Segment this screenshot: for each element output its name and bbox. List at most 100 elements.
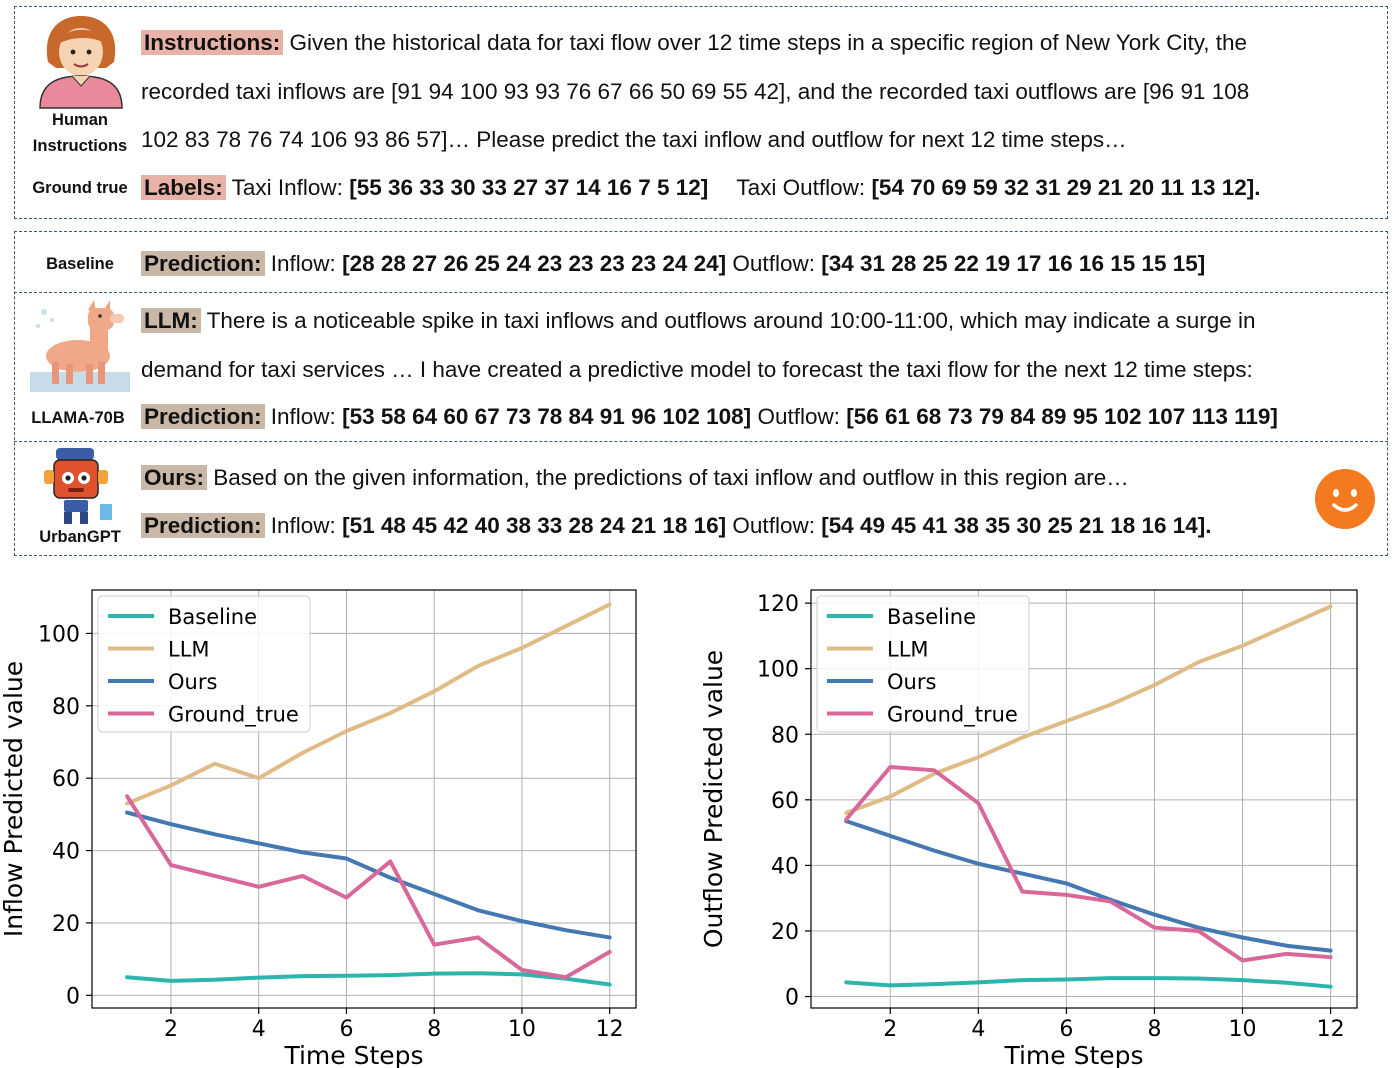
x-tick-label: 8 [427,1017,441,1042]
x-tick-label: 8 [1147,1017,1161,1042]
series-line-baseline [125,971,612,987]
llm-inflow-values: [53 58 64 60 67 73 78 84 91 96 102 108] [342,404,752,429]
x-axis-label: Time Steps [1003,1041,1143,1068]
instructions-text-1: Given the historical data for taxi flow … [289,30,1248,55]
baseline-label: Baseline [46,255,114,273]
llama-70b-label: LLAMA-70B [31,409,125,427]
inflow-chart: 2 4 6 8 10 12 0 20 40 60 80 100 Time Steps Inflow Pre… [0,589,637,1068]
robot-icon [44,448,118,526]
x-tick-label: 6 [339,1017,353,1042]
y-tick-label: 100 [757,658,799,683]
smiley-icon [1314,468,1376,530]
llm-prediction-tag: Prediction: [141,404,265,429]
legend-label: LLM [887,638,929,662]
llm-prediction-line: Prediction: Inflow: [53 58 64 60 67 73 7… [141,402,1278,432]
llm-outflow-label: Outflow: [757,404,840,429]
x-tick-label: 10 [1229,1017,1257,1042]
labels-outflow-values: [54 70 69 59 32 31 29 21 20 11 13 12]. [871,175,1261,200]
llm-tag: LLM: [141,308,201,333]
x-tick-label: 10 [508,1017,536,1042]
labels-line: Labels: Taxi Inflow: [55 36 33 30 33 27 … [141,173,1261,203]
y-tick-label: 40 [52,840,80,865]
x-axis-label: Time Steps [283,1041,423,1068]
series-line-ground-true [125,794,612,980]
legend-label: Ground_true [887,703,1018,728]
legend-label: LLM [168,638,210,662]
baseline-separator [14,292,1388,293]
llm-line-2: demand for taxi services … I have create… [141,355,1253,385]
ours-outflow-values: [54 49 45 41 38 35 30 25 21 18 16 14]. [821,513,1212,538]
ground-true-label: Ground true [32,179,128,197]
instructions-line-2: recorded taxi inflows are [91 94 100 93 … [141,77,1249,107]
ours-tag: Ours: [141,465,208,490]
y-tick-label: 80 [771,723,799,748]
x-tick-label: 4 [252,1017,266,1042]
series-line-ours [844,819,1333,953]
legend-label: Baseline [168,605,257,629]
x-tick-label: 12 [1317,1017,1345,1042]
x-tick-label: 4 [971,1017,985,1042]
y-tick-label: 120 [757,592,799,617]
baseline-prediction-line: Prediction: Inflow: [28 28 27 26 25 24 2… [141,249,1205,279]
legend-box [816,595,1030,733]
llm-outflow-values: [56 61 68 73 79 84 89 95 102 107 113 119… [846,404,1278,429]
x-tick-label: 2 [883,1017,897,1042]
predictions-panel [14,231,1388,556]
labels-inflow-values: [55 36 33 30 33 27 37 14 16 7 5 12] [349,175,709,200]
series-line-llm [125,602,612,806]
person-icon [36,12,126,110]
legend-label: Ours [887,670,936,694]
labels-inflow-label: Taxi Inflow: [231,175,343,200]
legend-label: Baseline [887,605,976,629]
legend-label: Ground_true [168,703,299,728]
labels-outflow-label: Taxi Outflow: [736,175,866,200]
y-tick-label: 60 [52,767,80,792]
llm-inflow-label: Inflow: [270,404,336,429]
ours-prediction-line: Prediction: Inflow: [51 48 45 42 40 38 3… [141,511,1212,541]
labels-tag: Labels: [141,175,226,200]
instructions-line-1: Instructions: Given the historical data … [141,28,1247,58]
y-tick-label: 20 [52,912,80,937]
y-axis-label: Inflow Predicted value [0,661,28,937]
baseline-inflow-values: [28 28 27 26 25 24 23 23 23 23 24 24] [342,251,727,276]
y-tick-label: 80 [52,695,80,720]
series-line-baseline [844,976,1333,989]
llm-line-1: LLM: There is a noticeable spike in taxi… [141,306,1256,336]
y-tick-label: 60 [771,789,799,814]
x-tick-label: 6 [1059,1017,1073,1042]
baseline-outflow-values: [34 31 28 25 22 19 17 16 16 15 15 15] [821,251,1206,276]
ours-prediction-tag: Prediction: [141,513,265,538]
llm-text-1: There is a noticeable spike in taxi infl… [206,308,1256,333]
y-axis-label: Outflow Predicted value [700,650,728,948]
y-tick-label: 100 [38,622,80,647]
legend-label: Ours [168,670,217,694]
plot-frame [91,589,637,1009]
baseline-outflow-label: Outflow: [732,251,815,276]
ours-outflow-label: Outflow: [732,513,815,538]
instructions-text-3: 102 83 78 76 74 106 93 86 57]… Please pr… [141,127,1127,152]
instructions-text-2: recorded taxi inflows are [91 94 100 93 … [141,79,1250,104]
y-tick-label: 0 [785,986,799,1011]
human-instructions-label: Human Instructions [32,111,128,155]
plot-frame [810,589,1358,1009]
llama-icon [30,300,130,392]
llm-text-2: demand for taxi services … I have create… [141,357,1253,382]
series-line-llm [844,604,1333,815]
legend-box [97,595,311,733]
series-line-ground-true [844,765,1333,963]
x-tick-label: 2 [164,1017,178,1042]
baseline-inflow-label: Inflow: [270,251,336,276]
y-tick-label: 0 [66,984,80,1009]
instructions-line-3: 102 83 78 76 74 106 93 86 57]… Please pr… [141,125,1127,155]
ours-inflow-values: [51 48 45 42 40 38 33 28 24 21 18 16] [342,513,727,538]
y-tick-label: 20 [771,920,799,945]
human-instructions-panel [14,6,1388,219]
x-tick-label: 12 [596,1017,624,1042]
urbangpt-label: UrbanGPT [39,528,121,546]
llm-separator [14,441,1388,442]
ours-inflow-label: Inflow: [270,513,336,538]
baseline-prediction-tag: Prediction: [141,251,265,276]
ours-text-1: Based on the given information, the pred… [213,465,1129,490]
instructions-tag: Instructions: [141,30,284,55]
